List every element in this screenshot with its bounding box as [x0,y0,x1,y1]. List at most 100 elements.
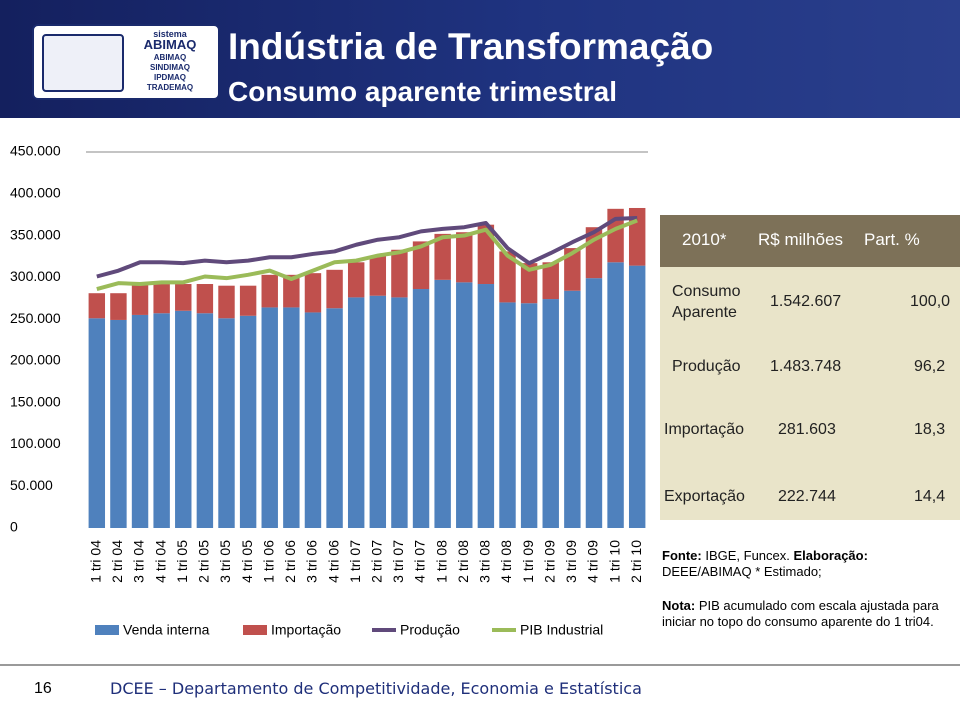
bar [499,251,516,303]
table-cell: 281.603 [778,421,836,438]
bar [434,279,451,528]
bar [542,299,559,528]
table-cell: 100,0 [910,293,951,310]
logo-mark [42,34,124,92]
y-tick-label: 450.000 [10,143,61,159]
bar [283,307,300,528]
bar [153,313,170,528]
bar [412,289,430,528]
bar [564,290,581,528]
bar [542,262,559,300]
bar [110,293,127,320]
x-tick-label: 1 tri 06 [260,540,276,583]
credit-label: Elaboração: [793,548,868,563]
notes: Fonte: IBGE, Funcex. Elaboração: DEEE/AB… [662,548,942,630]
bar [477,284,495,528]
footer-text: DCEE – Departamento de Competitividade, … [110,679,642,698]
method-note: Nota: PIB acumulado com escala ajustada … [662,598,942,630]
note-label: Nota: [662,598,696,613]
footer-rule [0,664,960,666]
bar [218,285,235,319]
table-cell: Importação [664,421,745,438]
bar [239,285,257,316]
x-tick-label: 3 tri 05 [217,540,233,583]
table-cell: 96,2 [914,358,946,375]
bar [196,284,214,314]
logo-text: TRADEMAQ [146,83,194,92]
x-tick-label: 3 tri 08 [477,540,493,583]
bar [218,318,235,528]
y-tick-label: 100.000 [10,435,61,451]
bar [88,318,106,528]
bar [283,274,300,308]
x-tick-label: 1 tri 08 [433,540,449,583]
x-tick-label: 2 tri 09 [541,540,557,583]
bar [456,282,473,528]
y-tick-label: 250.000 [10,310,61,326]
legend-label: Importação [271,622,341,638]
bar [434,233,451,280]
bar [304,312,322,528]
table-cell: Consumo Aparente [672,283,741,321]
x-tick-label: 4 tri 07 [412,540,428,583]
bar [261,274,278,308]
x-tick-label: 1 tri 04 [88,540,104,583]
line [96,216,638,279]
bar [456,232,473,283]
x-tick-label: 3 tri 04 [131,540,147,583]
legend-swatch [95,625,119,635]
x-tick-label: 1 tri 05 [174,540,190,583]
bar [326,269,343,309]
table-cell: 222.744 [778,488,836,505]
x-tick-label: 4 tri 08 [498,540,514,583]
bar [261,307,278,528]
x-tick-label: 3 tri 06 [304,540,320,583]
summary-table: 2010* R$ milhões Part. % Consumo Aparent… [660,215,960,520]
bar [607,262,624,528]
bar [585,278,603,528]
source-note: Fonte: IBGE, Funcex. Elaboração: DEEE/AB… [662,548,942,580]
table-header-cell: 2010* [682,230,727,249]
logo-text: SINDIMAQ [150,63,190,72]
bar [477,224,495,285]
chart: 0 50.000 100.000 150.000 200.000 250.000 300.0… [10,143,648,638]
bar [239,315,257,528]
bar [175,310,192,528]
bar [88,293,106,319]
x-tick-label: 4 tri 04 [152,540,168,583]
y-tick-label: 300.000 [10,268,61,284]
bar [628,265,646,528]
table-cell: 18,3 [914,421,946,438]
x-tick-label: 2 tri 08 [455,540,471,583]
source-label: Fonte: [662,548,702,563]
table-cell: Exportação [664,488,745,505]
header-band: sistema ABIMAQ ABIMAQ SINDIMAQ IPDMAQ TR… [0,0,960,118]
y-tick-label: 50.000 [10,477,53,493]
bar [520,303,538,528]
table-cell: 1.542.607 [770,293,842,310]
bar [131,284,149,315]
y-tick-label: 150.000 [10,393,61,409]
bar [391,249,408,298]
x-tick-label: 2 tri 07 [369,540,385,583]
table-cell: Produção [672,358,741,375]
table-cell: 14,4 [914,488,946,505]
logo: sistema ABIMAQ ABIMAQ SINDIMAQ IPDMAQ TR… [32,24,220,100]
legend-label: Venda interna [123,622,210,638]
x-tick-label: 4 tri 06 [325,540,341,583]
bar [499,302,516,528]
x-tick-label: 3 tri 09 [563,540,579,583]
bar [131,314,149,528]
bar [347,262,365,298]
x-tick-label: 2 tri 04 [109,540,125,583]
bar [412,241,430,290]
legend-swatch [243,625,267,635]
y-tick-label: 400.000 [10,184,61,200]
x-tick-label: 1 tri 07 [347,540,363,583]
legend-label: PIB Industrial [520,622,603,638]
table-header: 2010* R$ milhões Part. % [660,215,960,267]
x-tick-label: 2 tri 06 [282,540,298,583]
table-header-cell: R$ milhões [758,230,844,249]
logo-text: ABIMAQ [143,37,197,52]
subtitle: Consumo aparente trimestral [228,76,617,107]
